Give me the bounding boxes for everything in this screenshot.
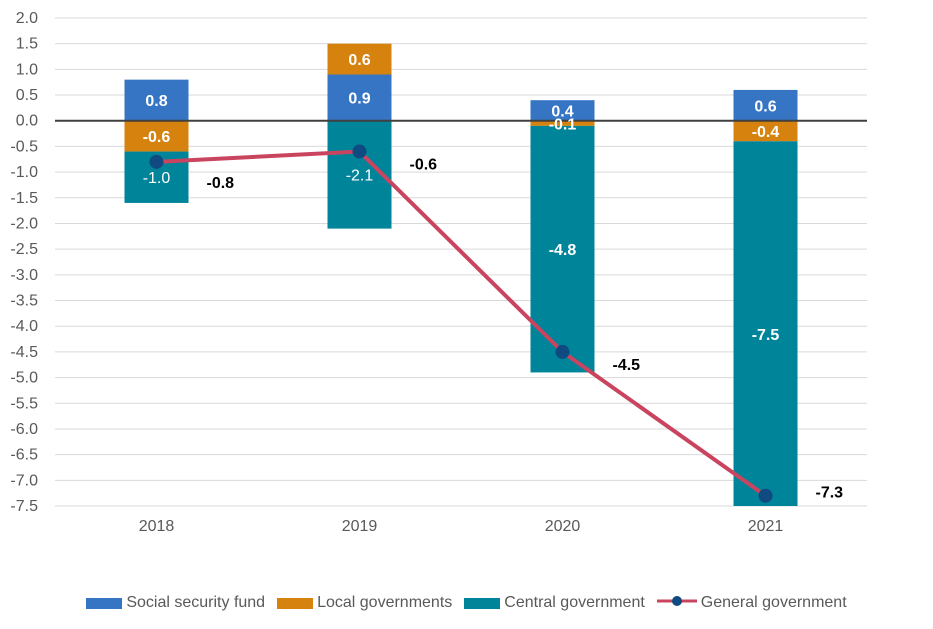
bar-data-label: -4.8 <box>549 242 577 259</box>
y-tick-label: -0.5 <box>10 138 38 155</box>
y-tick-label: -2.0 <box>10 215 38 232</box>
bar-data-label: 0.8 <box>145 93 167 110</box>
bar-segment <box>124 120 189 152</box>
x-tick-label: 2018 <box>139 518 175 535</box>
line-marker <box>758 488 773 503</box>
y-tick-label: -2.5 <box>10 241 38 258</box>
x-tick-label: 2019 <box>342 518 378 535</box>
legend-label: General government <box>700 594 847 611</box>
x-tick-label: 2020 <box>545 518 581 535</box>
y-tick-label: 1.0 <box>16 61 38 78</box>
line-data-label: -0.8 <box>207 175 235 192</box>
legend-swatch <box>464 597 501 609</box>
legend-line-marker <box>656 594 697 612</box>
bar-data-label: 0.6 <box>754 98 776 115</box>
bar-data-label: -2.1 <box>346 168 374 185</box>
bar-segment <box>530 100 595 121</box>
y-tick-label: 0.5 <box>16 87 38 104</box>
legend-item: Social security fund <box>86 594 265 612</box>
bar-segment <box>733 141 798 506</box>
y-tick-label: -3.0 <box>10 267 38 284</box>
y-tick-label: -6.5 <box>10 447 38 464</box>
bar-segment <box>530 120 595 126</box>
bar-segment <box>124 79 189 121</box>
chart: 2.0 1.5 1.0 0.5 0.0 -0.5 -1.0 -1.5 -2.0 -2.5 -3.0 -… <box>10 10 867 535</box>
bar-data-label: 0.6 <box>348 52 370 69</box>
y-tick-label: -5.5 <box>10 395 38 412</box>
y-tick-label: -1.5 <box>10 190 38 207</box>
legend-swatch <box>86 597 123 609</box>
bar-data-label: 0.9 <box>348 91 370 108</box>
legend-item: Local governments <box>277 594 452 612</box>
y-tick-label: -5.0 <box>10 370 38 387</box>
legend-swatch <box>277 597 314 609</box>
y-tick-label: -3.5 <box>10 293 38 310</box>
line-general-government <box>156 149 767 498</box>
line-data-label: -7.3 <box>816 485 844 502</box>
line-data-label: -4.5 <box>613 357 641 374</box>
y-tick-label: -7.0 <box>10 472 38 489</box>
x-tick-label: 2021 <box>748 518 784 535</box>
bar-data-label: -0.6 <box>143 129 171 146</box>
line-marker <box>555 344 570 359</box>
line-data-label: -0.6 <box>410 157 438 174</box>
bar-data-label: 0.4 <box>551 103 573 120</box>
y-tick-label: -7.5 <box>10 498 38 515</box>
bar-data-label: -0.4 <box>752 124 780 141</box>
y-tick-label: 1.5 <box>16 36 38 53</box>
legend: Social security fund Local governments Cen… <box>0 594 933 612</box>
y-tick-label: 0.0 <box>16 113 38 130</box>
line-marker <box>149 154 164 169</box>
legend-label: Social security fund <box>126 594 266 611</box>
bar-data-label: -0.1 <box>549 116 577 133</box>
y-tick-label: -4.0 <box>10 318 38 335</box>
legend-label: Central government <box>504 594 645 611</box>
bar-segment <box>733 89 798 121</box>
y-tick-label: -4.5 <box>10 344 38 361</box>
bar-segment <box>327 74 392 121</box>
bar-segment <box>733 120 798 142</box>
bar-data-label: -1.0 <box>143 170 171 187</box>
bar-data-label: -7.5 <box>752 327 780 344</box>
legend-item: Central government <box>464 594 645 612</box>
legend-label: Local governments <box>317 594 453 611</box>
y-tick-label: -1.0 <box>10 164 38 181</box>
bar-segment <box>327 43 392 75</box>
legend-item: General government <box>656 594 847 612</box>
y-tick-label: -6.0 <box>10 421 38 438</box>
line-marker <box>352 144 367 159</box>
y-tick-label: 2.0 <box>16 10 38 27</box>
